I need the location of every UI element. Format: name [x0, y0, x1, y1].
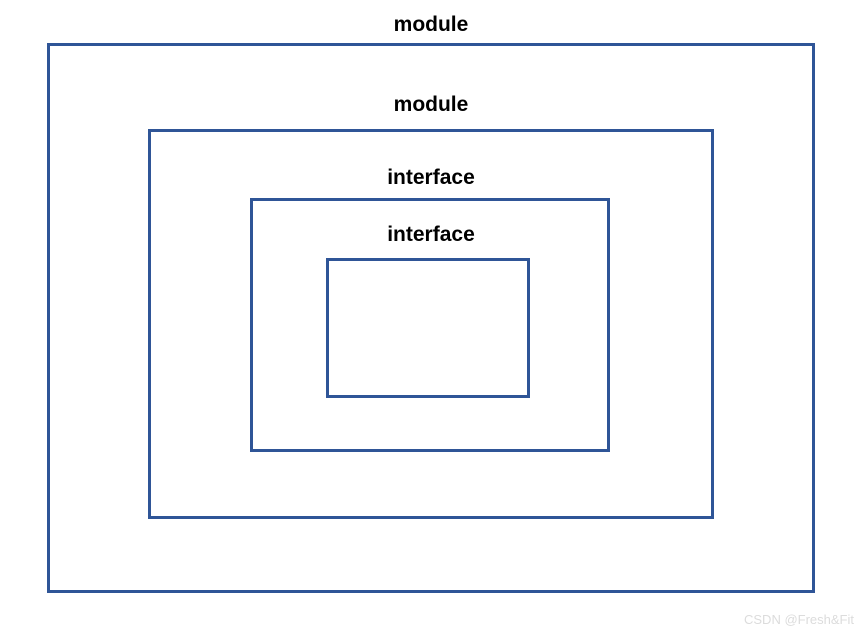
box-label-1: module [331, 13, 531, 37]
box-4 [326, 258, 530, 398]
watermark-text: CSDN @Fresh&Fit [744, 612, 854, 627]
box-label-4: interface [331, 223, 531, 247]
box-label-3: interface [331, 166, 531, 190]
box-label-2: module [331, 93, 531, 117]
